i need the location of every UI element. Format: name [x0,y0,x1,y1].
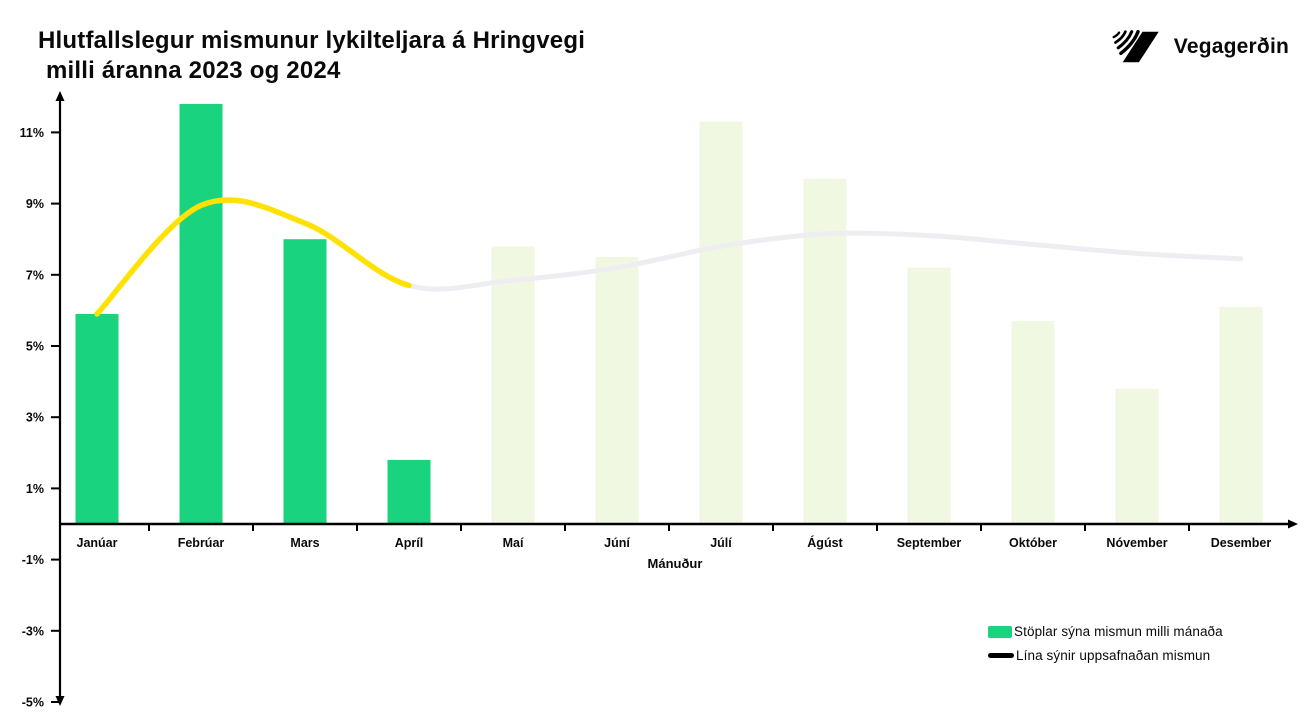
x-tick-label: September [897,536,962,550]
x-tick-label: Ágúst [807,535,843,550]
bar-júní [595,257,639,524]
bar-mars [283,239,327,524]
legend-bar-swatch [988,625,1012,638]
y-tick-label: 3% [26,411,44,425]
legend-item-bars: Stöplar sýna mismun milli mánaða [988,624,1223,639]
cumulative-line-faded [406,230,1244,292]
bar-janúar [75,313,119,524]
chart-title-line-2: milli áranna 2023 og 2024 [46,57,341,84]
bar-desember [1219,306,1263,524]
y-tick-label: 5% [26,340,44,354]
y-tick-label: -1% [22,553,44,567]
x-tick-label: Maí [503,536,524,550]
x-tick-label: Desember [1211,536,1272,550]
x-tick-label: Mars [290,536,319,550]
x-tick-label: Nóvember [1106,536,1167,550]
bar-nóvember [1115,388,1159,524]
x-tick-label: Júlí [710,536,732,550]
y-tick-label: 1% [26,482,44,496]
bar-október [1011,321,1055,524]
legend-item-line: Lína sýnir uppsafnaðan mismun [988,648,1223,663]
x-axis-title: Mánuður [647,556,703,571]
x-tick-label: Janúar [77,536,118,550]
x-axis-arrow-right [1288,519,1298,529]
y-axis-arrow-up [55,91,65,101]
y-tick-label: -3% [22,624,44,638]
bar-apríl [387,459,431,524]
chart-title-line-1: Hlutfallslegur mismunur lykilteljara á H… [38,27,586,54]
bar-júlí [699,121,743,524]
cumulative-line-active [94,197,412,317]
y-tick-label: -5% [22,696,44,710]
vegagerdin-logo-text: Vegagerðin [1173,35,1289,58]
y-tick-label: 9% [26,197,44,211]
x-tick-label: Febrúar [178,536,225,550]
y-tick-label: 7% [26,268,44,282]
bar-febrúar [179,103,223,525]
chart-title: Hlutfallslegur mismunur lykilteljara á H… [38,26,585,86]
x-tick-label: Júní [604,536,630,550]
vegagerdin-logo: Vegagerðin [1111,28,1289,66]
vegagerdin-logo-icon [1112,29,1159,63]
bar-september [907,267,951,524]
legend-bar-label: Stöplar sýna mismun milli mánaða [1014,624,1223,639]
chart-legend: Stöplar sýna mismun milli mánaða Lína sý… [988,624,1223,663]
bar-ágúst [803,178,847,524]
bar-maí [491,246,535,524]
x-tick-label: Apríl [395,536,423,550]
x-tick-label: Október [1009,536,1057,550]
legend-line-swatch [988,653,1014,658]
legend-line-label: Lína sýnir uppsafnaðan mismun [1016,648,1211,663]
y-tick-label: 11% [20,126,44,140]
